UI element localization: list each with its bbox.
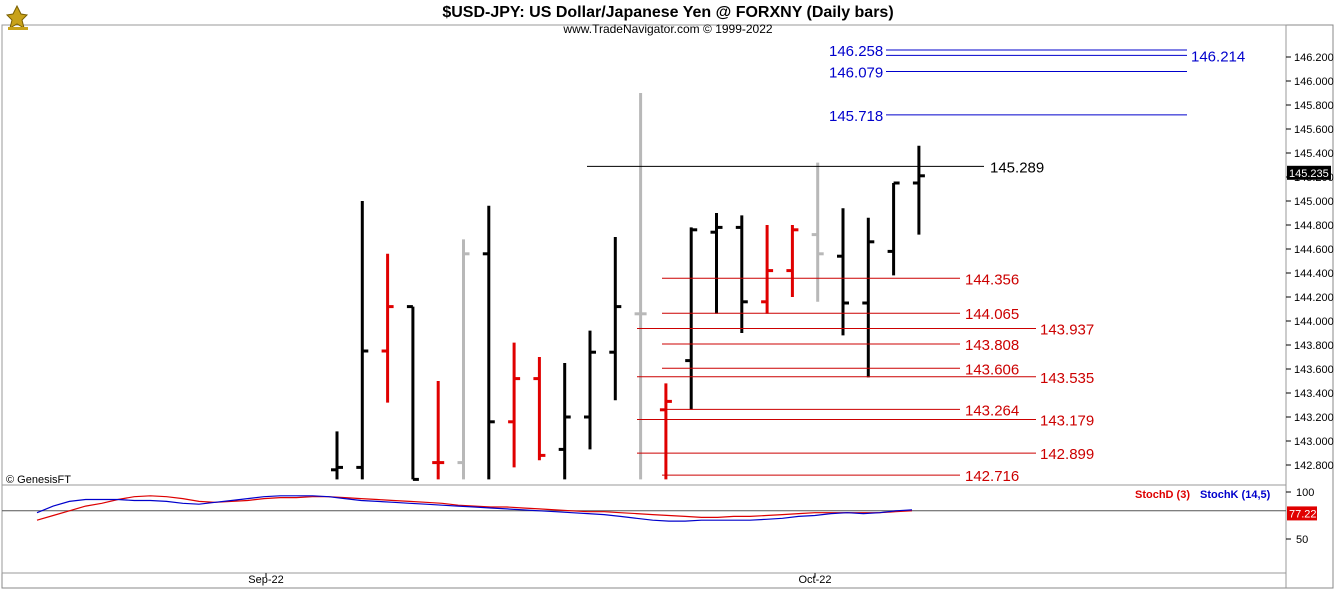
stoch-d-legend: StochD (3) [1135,489,1190,501]
price-tick-label: 143.600 [1294,364,1334,376]
support-label: 144.356 [965,271,1019,288]
price-tick-label: 145.400 [1294,148,1334,160]
price-tick-label: 144.800 [1294,220,1334,232]
price-tick-label: 144.000 [1294,316,1334,328]
chart-title: $USD-JPY: US Dollar/Japanese Yen @ FORXN… [442,4,893,21]
price-tick-label: 143.000 [1294,436,1334,448]
date-tick-label: Sep-22 [248,574,283,586]
price-tick-label: 143.200 [1294,412,1334,424]
price-axis: 146.200 146.000 145.800 145.600 145.400 145.2… [1286,52,1334,472]
price-tick-label: 145.800 [1294,100,1334,112]
price-tick-label: 143.400 [1294,388,1334,400]
support-label: 143.535 [1040,370,1094,387]
copyright-label: © GenesisFT [6,474,71,486]
stochastic-tick-label: 50 [1296,534,1308,546]
price-tick-label: 146.200 [1294,52,1334,64]
trade-navigator-logo-icon [5,4,29,30]
support-label: 144.065 [965,306,1019,323]
stochastic-tick-label: 100 [1296,487,1314,499]
chart-frame [1,24,1334,589]
resistance-label: 146.079 [829,65,883,82]
resistance-label: 146.214 [1191,48,1245,65]
price-tick-label: 144.400 [1294,268,1334,280]
price-tick-label: 142.800 [1294,460,1334,472]
last-price-tag [1287,165,1331,180]
support-label: 143.808 [965,337,1019,354]
price-tick-label: 146.000 [1294,76,1334,88]
resistance-label: 146.258 [829,43,883,60]
stoch-k-legend: StochK (14,5) [1200,489,1271,501]
price-tick-label: 144.600 [1294,244,1334,256]
date-tick-label: Oct-22 [798,574,831,586]
chart-subtitle: www.TradeNavigator.com © 1999-2022 [562,22,772,36]
resistance-label: 145.718 [829,108,883,125]
stochastic-last-label: 77.22 [1289,508,1317,520]
support-label: 142.716 [965,468,1019,485]
levels-layer: 146.258 146.214 146.079 145.718 145.289 144.3… [587,43,1245,485]
support-label: 142.899 [1040,446,1094,463]
stochastic-series-line [36,495,913,521]
price-tick-label: 145.000 [1294,196,1334,208]
support-label: 143.179 [1040,413,1094,430]
price-tick-label: 143.800 [1294,340,1334,352]
support-label: 143.264 [965,402,1019,419]
stochastic-layer: 100 50 77.22 StochD (3) StochK (14,5) [2,487,1317,546]
stochastic-last-tag [1287,506,1317,521]
pivot-label: 145.289 [990,159,1044,176]
price-bars-layer [331,93,925,481]
support-label: 143.937 [1040,322,1094,339]
price-tick-label: 145.600 [1294,124,1334,136]
last-price-label: 145.235 [1289,168,1329,180]
date-axis: Sep-22 Oct-22 [248,573,832,586]
support-label: 143.606 [965,361,1019,378]
price-tick-label: 144.200 [1294,292,1334,304]
stochastic-series-line [36,495,913,522]
